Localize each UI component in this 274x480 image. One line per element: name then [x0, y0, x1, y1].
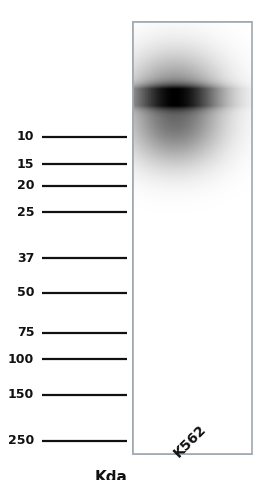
Text: 100: 100 — [8, 352, 34, 366]
Text: 50: 50 — [17, 286, 34, 300]
Text: 15: 15 — [17, 157, 34, 171]
Bar — [133, 22, 252, 454]
Text: 75: 75 — [17, 326, 34, 339]
Text: 10: 10 — [17, 130, 34, 144]
Text: 37: 37 — [17, 252, 34, 265]
Text: 25: 25 — [17, 205, 34, 219]
Text: K562: K562 — [171, 422, 209, 460]
Text: 250: 250 — [8, 434, 34, 447]
Text: Kda: Kda — [95, 470, 127, 480]
Text: 20: 20 — [17, 179, 34, 192]
Text: 150: 150 — [8, 388, 34, 401]
